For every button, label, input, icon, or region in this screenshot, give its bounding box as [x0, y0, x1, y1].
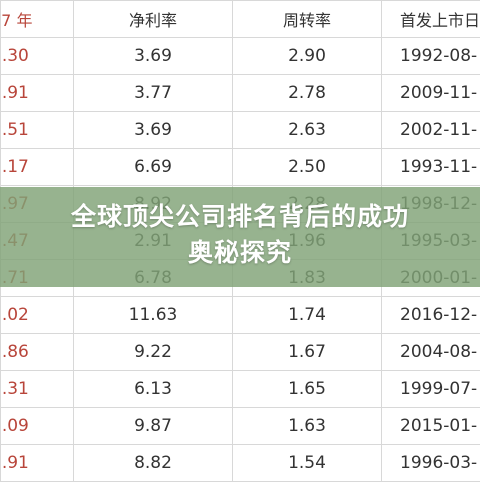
table-cell: 2.78: [233, 75, 382, 112]
table-row: 4.09 9.87 1.63 2015-01-: [1, 408, 480, 445]
table-cell-value: 2.63: [288, 120, 326, 140]
table-cell-value: 6.86: [1, 342, 74, 362]
table-cell: 4.09: [1, 408, 74, 445]
table-header-row: 17 年 净利率 周转率 首发上市日: [1, 1, 480, 38]
column-header-label: 净利率: [129, 11, 177, 30]
table-cell: 1.67: [233, 334, 382, 371]
banner-title-line-2: 奥秘探究: [0, 235, 480, 271]
table-cell: 1999-07-: [382, 371, 480, 408]
table-cell: 2002-11-: [382, 112, 480, 149]
table-cell: 8.02: [1, 297, 74, 334]
table-cell-value: 1.63: [288, 416, 326, 436]
table-cell-value: 4.91: [1, 453, 74, 473]
table-cell-value: 6.69: [134, 157, 172, 177]
table-cell-value: 2004-08-: [400, 342, 480, 362]
table-cell-value: 3.77: [134, 83, 172, 103]
table-cell: 2016-12-: [382, 297, 480, 334]
table-cell: 1.54: [233, 445, 382, 482]
table-row: 1.30 3.69 2.90 1992-08-: [1, 38, 480, 75]
table-cell-value: 1.54: [288, 453, 326, 473]
table-row: 8.02 11.63 1.74 2016-12-: [1, 297, 480, 334]
table-cell: 2.63: [233, 112, 382, 149]
column-header-label: 17 年: [1, 7, 74, 31]
table-cell-value: 2015-01-: [400, 416, 480, 436]
banner-title: 全球顶尖公司排名背后的成功 奥秘探究: [0, 199, 480, 271]
table-row: 6.86 9.22 1.67 2004-08-: [1, 334, 480, 371]
table-cell: 2009-11-: [382, 75, 480, 112]
table-cell: 8.82: [74, 445, 233, 482]
table-cell: 3.77: [74, 75, 233, 112]
table-cell-value: 9.91: [1, 83, 74, 103]
table-cell: 1993-11-: [382, 149, 480, 186]
table-cell: 3.69: [74, 38, 233, 75]
table-cell-value: 3.69: [134, 120, 172, 140]
table-cell: 1992-08-: [382, 38, 480, 75]
table-cell-value: 1.67: [288, 342, 326, 362]
table-cell-value: 1.74: [288, 305, 326, 325]
table-cell: 9.51: [1, 112, 74, 149]
table-row: 9.51 3.69 2.63 2002-11-: [1, 112, 480, 149]
table-cell-value: 6.13: [134, 379, 172, 399]
table-cell: 4.91: [1, 445, 74, 482]
table-cell: 9.22: [74, 334, 233, 371]
table-row: 8.17 6.69 2.50 1993-11-: [1, 149, 480, 186]
table-cell-value: 1999-07-: [400, 379, 480, 399]
table-cell-value: 1.65: [288, 379, 326, 399]
table-cell: 3.69: [74, 112, 233, 149]
table-cell: 9.91: [1, 75, 74, 112]
table-cell-value: 2016-12-: [400, 305, 480, 325]
table-cell: 5.31: [1, 371, 74, 408]
table-cell-value: 2009-11-: [400, 83, 480, 103]
column-header: 净利率: [74, 1, 233, 38]
table-cell: 6.86: [1, 334, 74, 371]
table-cell-value: 3.69: [134, 46, 172, 66]
table-cell-value: 8.17: [1, 157, 74, 177]
column-header: 17 年: [1, 1, 74, 38]
table-cell: 1.63: [233, 408, 382, 445]
table-cell-value: 2.50: [288, 157, 326, 177]
table-cell-value: 9.87: [134, 416, 172, 436]
table-cell-value: 1992-08-: [400, 46, 480, 66]
table-cell-value: 5.31: [1, 379, 74, 399]
column-header-label: 首发上市日: [400, 7, 480, 31]
table-cell-value: 1993-11-: [400, 157, 480, 177]
table-cell-value: 9.22: [134, 342, 172, 362]
table-cell: 1.65: [233, 371, 382, 408]
column-header: 周转率: [233, 1, 382, 38]
table-cell-value: 2.78: [288, 83, 326, 103]
table-cell: 8.17: [1, 149, 74, 186]
table-row: 4.91 8.82 1.54 1996-03-: [1, 445, 480, 482]
table-cell: 2.90: [233, 38, 382, 75]
table-cell: 1.30: [1, 38, 74, 75]
table-cell: 11.63: [74, 297, 233, 334]
table-cell-value: 8.02: [1, 305, 74, 325]
table-cell: 2015-01-: [382, 408, 480, 445]
table-cell: 1.74: [233, 297, 382, 334]
table-cell-value: 1.30: [1, 46, 74, 66]
table-cell-value: 4.09: [1, 416, 74, 436]
banner-title-line-1: 全球顶尖公司排名背后的成功: [0, 199, 480, 235]
table-cell-value: 11.63: [129, 305, 178, 325]
table-cell: 1996-03-: [382, 445, 480, 482]
table-row: 5.31 6.13 1.65 1999-07-: [1, 371, 480, 408]
table-row: 9.91 3.77 2.78 2009-11-: [1, 75, 480, 112]
column-header-label: 周转率: [283, 11, 331, 30]
table-cell-value: 2.90: [288, 46, 326, 66]
column-header: 首发上市日: [382, 1, 480, 38]
table-cell-value: 8.82: [134, 453, 172, 473]
table-cell-value: 1996-03-: [400, 453, 480, 473]
table-cell: 6.13: [74, 371, 233, 408]
table-cell: 2.50: [233, 149, 382, 186]
table-cell-value: 9.51: [1, 120, 74, 140]
table-cell: 2004-08-: [382, 334, 480, 371]
table-cell-value: 2002-11-: [400, 120, 480, 140]
table-cell: 6.69: [74, 149, 233, 186]
table-cell: 9.87: [74, 408, 233, 445]
